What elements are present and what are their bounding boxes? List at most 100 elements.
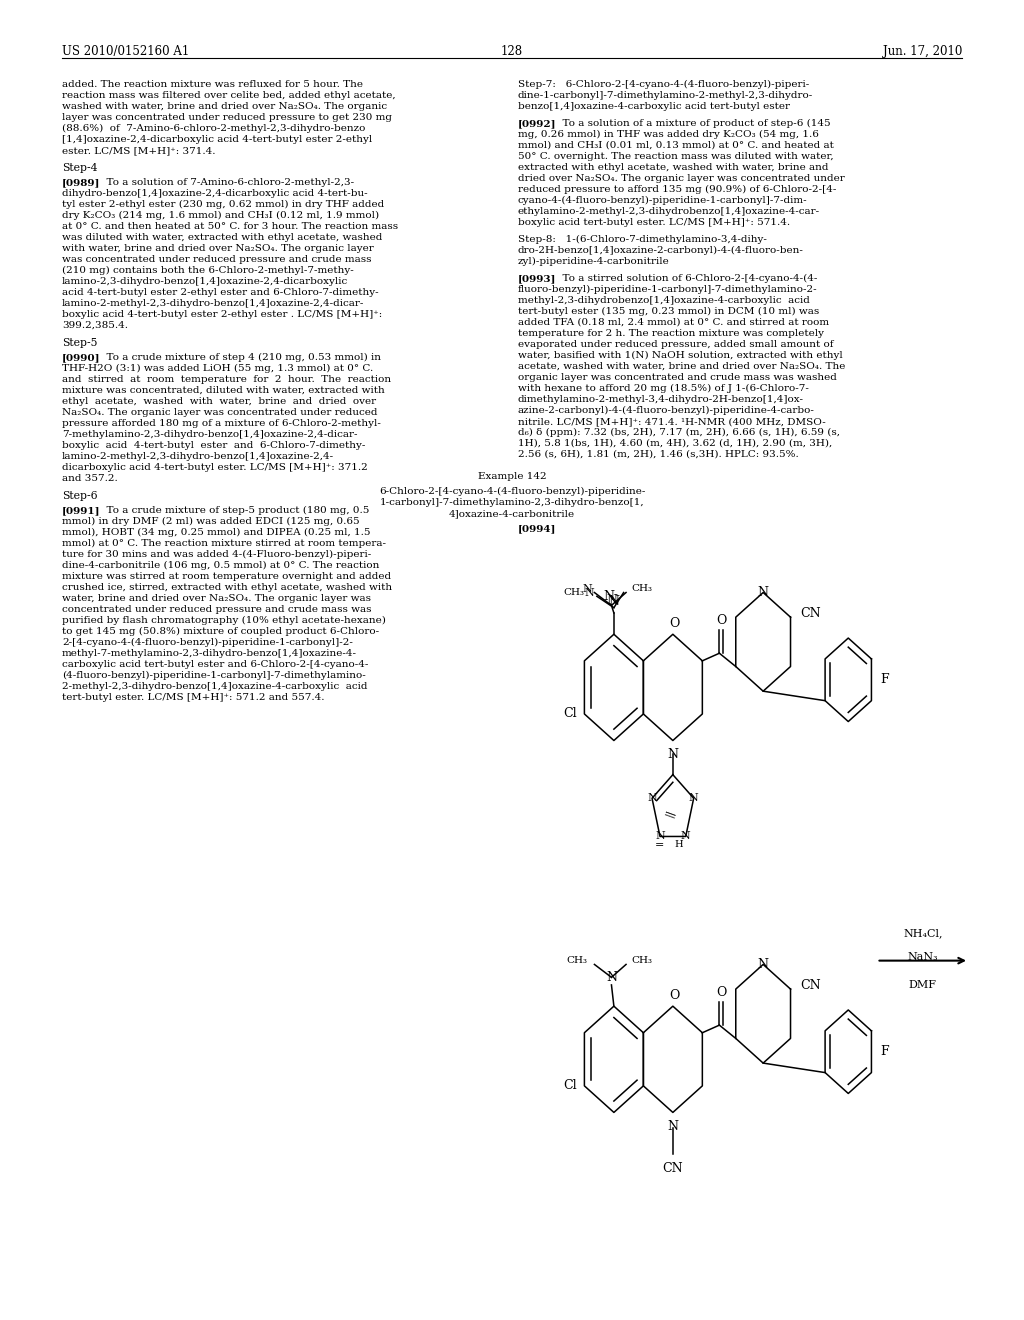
Text: F: F — [880, 673, 889, 686]
Text: purified by flash chromatography (10% ethyl acetate-hexane): purified by flash chromatography (10% et… — [62, 616, 386, 626]
Text: concentrated under reduced pressure and crude mass was: concentrated under reduced pressure and … — [62, 605, 372, 614]
Text: N: N — [655, 832, 665, 841]
Text: 128: 128 — [501, 45, 523, 58]
Text: ||: || — [665, 808, 677, 818]
Text: H: H — [674, 840, 683, 849]
Text: (4-fluoro-benzyl)-piperidine-1-carbonyl]-7-dimethylamino-: (4-fluoro-benzyl)-piperidine-1-carbonyl]… — [62, 671, 366, 680]
Text: To a solution of 7-Amino-6-chloro-2-methyl-2,3-: To a solution of 7-Amino-6-chloro-2-meth… — [100, 178, 354, 187]
Text: THF-H2O (3:1) was added LiOH (55 mg, 1.3 mmol) at 0° C.: THF-H2O (3:1) was added LiOH (55 mg, 1.3… — [62, 364, 374, 374]
Text: Cl: Cl — [563, 708, 578, 721]
Text: mmol), HOBT (34 mg, 0.25 mmol) and DIPEA (0.25 ml, 1.5: mmol), HOBT (34 mg, 0.25 mmol) and DIPEA… — [62, 528, 371, 537]
Text: mixture was concentrated, diluted with water, extracted with: mixture was concentrated, diluted with w… — [62, 385, 385, 395]
Text: To a stirred solution of 6-Chloro-2-[4-cyano-4-(4-: To a stirred solution of 6-Chloro-2-[4-c… — [556, 275, 817, 282]
Text: O: O — [716, 614, 726, 627]
Text: added. The reaction mixture was refluxed for 5 hour. The: added. The reaction mixture was refluxed… — [62, 81, 362, 88]
Text: N: N — [647, 793, 657, 804]
Text: dry K₂CO₃ (214 mg, 1.6 mmol) and CH₃I (0.12 ml, 1.9 mmol): dry K₂CO₃ (214 mg, 1.6 mmol) and CH₃I (0… — [62, 211, 379, 220]
Text: N: N — [585, 587, 595, 598]
Text: nitrile. LC/MS [M+H]⁺: 471.4. ¹H-NMR (400 MHz, DMSO-: nitrile. LC/MS [M+H]⁺: 471.4. ¹H-NMR (40… — [518, 417, 825, 426]
Text: CN: CN — [800, 979, 821, 991]
Text: carboxylic acid tert-butyl ester and 6-Chloro-2-[4-cyano-4-: carboxylic acid tert-butyl ester and 6-C… — [62, 660, 369, 669]
Text: Step-8:   1-(6-Chloro-7-dimethylamino-3,4-dihy-: Step-8: 1-(6-Chloro-7-dimethylamino-3,4-… — [518, 235, 767, 244]
Text: methyl-7-methylamino-2,3-dihydro-benzo[1,4]oxazine-4-: methyl-7-methylamino-2,3-dihydro-benzo[1… — [62, 649, 357, 657]
Text: To a crude mixture of step 4 (210 mg, 0.53 mmol) in: To a crude mixture of step 4 (210 mg, 0.… — [100, 352, 381, 362]
Text: zyl)-piperidine-4-carbonitrile: zyl)-piperidine-4-carbonitrile — [518, 257, 670, 267]
Text: Cl: Cl — [563, 1080, 578, 1093]
Text: CN: CN — [663, 1162, 683, 1175]
Text: CH₃: CH₃ — [631, 956, 652, 965]
Text: tyl ester 2-ethyl ester (230 mg, 0.62 mmol) in dry THF added: tyl ester 2-ethyl ester (230 mg, 0.62 mm… — [62, 201, 384, 209]
Text: Step-4: Step-4 — [62, 162, 97, 173]
Text: 1H), 5.8 1(bs, 1H), 4.60 (m, 4H), 3.62 (d, 1H), 2.90 (m, 3H),: 1H), 5.8 1(bs, 1H), 4.60 (m, 4H), 3.62 (… — [518, 440, 833, 447]
Text: ester. LC/MS [M+H]⁺: 371.4.: ester. LC/MS [M+H]⁺: 371.4. — [62, 147, 215, 154]
Text: dicarboxylic acid 4-tert-butyl ester. LC/MS [M+H]⁺: 371.2: dicarboxylic acid 4-tert-butyl ester. LC… — [62, 463, 368, 473]
Text: N: N — [668, 1119, 678, 1133]
Text: to get 145 mg (50.8%) mixture of coupled product 6-Chloro-: to get 145 mg (50.8%) mixture of coupled… — [62, 627, 379, 636]
Text: evaporated under reduced pressure, added small amount of: evaporated under reduced pressure, added… — [518, 341, 834, 348]
Text: lamino-2,3-dihydro-benzo[1,4]oxazine-2,4-dicarboxylic: lamino-2,3-dihydro-benzo[1,4]oxazine-2,4… — [62, 277, 348, 286]
Text: reduced pressure to afford 135 mg (90.9%) of 6-Chloro-2-[4-: reduced pressure to afford 135 mg (90.9%… — [518, 185, 837, 194]
Text: 1-carbonyl]-7-dimethylamino-2,3-dihydro-benzo[1,: 1-carbonyl]-7-dimethylamino-2,3-dihydro-… — [380, 498, 644, 507]
Text: =: = — [654, 840, 664, 850]
Text: [1,4]oxazine-2,4-dicarboxylic acid 4-tert-butyl ester 2-ethyl: [1,4]oxazine-2,4-dicarboxylic acid 4-ter… — [62, 135, 373, 144]
Text: water, basified with 1(N) NaOH solution, extracted with ethyl: water, basified with 1(N) NaOH solution,… — [518, 351, 843, 360]
Text: O: O — [669, 990, 680, 1002]
Text: [0989]: [0989] — [62, 178, 100, 187]
Text: US 2010/0152160 A1: US 2010/0152160 A1 — [62, 45, 189, 58]
Text: [0994]: [0994] — [518, 524, 556, 533]
Text: layer was concentrated under reduced pressure to get 230 mg: layer was concentrated under reduced pre… — [62, 114, 392, 121]
Text: temperature for 2 h. The reaction mixture was completely: temperature for 2 h. The reaction mixtur… — [518, 329, 824, 338]
Text: [0993]: [0993] — [518, 275, 556, 282]
Text: CH₃: CH₃ — [566, 956, 587, 965]
Text: DMF: DMF — [908, 979, 937, 990]
Text: mmol) and CH₃I (0.01 ml, 0.13 mmol) at 0° C. and heated at: mmol) and CH₃I (0.01 ml, 0.13 mmol) at 0… — [518, 141, 834, 150]
Text: Jun. 17, 2010: Jun. 17, 2010 — [883, 45, 962, 58]
Text: To a solution of a mixture of product of step-6 (145: To a solution of a mixture of product of… — [556, 119, 830, 128]
Text: 399.2,385.4.: 399.2,385.4. — [62, 321, 128, 330]
Text: organic layer was concentrated and crude mass was washed: organic layer was concentrated and crude… — [518, 374, 837, 381]
Text: benzo[1,4]oxazine-4-carboxylic acid tert-butyl ester: benzo[1,4]oxazine-4-carboxylic acid tert… — [518, 102, 790, 111]
Text: N: N — [583, 583, 592, 594]
Text: was diluted with water, extracted with ethyl acetate, washed: was diluted with water, extracted with e… — [62, 234, 382, 242]
Text: tert-butyl ester (135 mg, 0.23 mmol) in DCM (10 ml) was: tert-butyl ester (135 mg, 0.23 mmol) in … — [518, 308, 819, 315]
Text: crushed ice, stirred, extracted with ethyl acetate, washed with: crushed ice, stirred, extracted with eth… — [62, 583, 392, 591]
Text: N: N — [668, 748, 678, 762]
Text: with water, brine and dried over Na₂SO₄. The organic layer: with water, brine and dried over Na₂SO₄.… — [62, 244, 374, 253]
Text: N: N — [758, 958, 769, 972]
Text: with hexane to afford 20 mg (18.5%) of J 1-(6-Chloro-7-: with hexane to afford 20 mg (18.5%) of J… — [518, 384, 809, 393]
Text: boxylic acid 4-tert-butyl ester 2-ethyl ester . LC/MS [M+H]⁺:: boxylic acid 4-tert-butyl ester 2-ethyl … — [62, 310, 382, 319]
Text: d₆) δ (ppm): 7.32 (bs, 2H), 7.17 (m, 2H), 6.66 (s, 1H), 6.59 (s,: d₆) δ (ppm): 7.32 (bs, 2H), 7.17 (m, 2H)… — [518, 428, 840, 437]
Text: mmol) in dry DMF (2 ml) was added EDCI (125 mg, 0.65: mmol) in dry DMF (2 ml) was added EDCI (… — [62, 517, 359, 527]
Text: fluoro-benzyl)-piperidine-1-carbonyl]-7-dimethylamino-2-: fluoro-benzyl)-piperidine-1-carbonyl]-7-… — [518, 285, 817, 294]
Text: dine-4-carbonitrile (106 mg, 0.5 mmol) at 0° C. The reaction: dine-4-carbonitrile (106 mg, 0.5 mmol) a… — [62, 561, 379, 570]
Text: cyano-4-(4-fluoro-benzyl)-piperidine-1-carbonyl]-7-dim-: cyano-4-(4-fluoro-benzyl)-piperidine-1-c… — [518, 195, 808, 205]
Text: azine-2-carbonyl)-4-(4-fluoro-benzyl)-piperidine-4-carbo-: azine-2-carbonyl)-4-(4-fluoro-benzyl)-pi… — [518, 407, 815, 414]
Text: 50° C. overnight. The reaction mass was diluted with water,: 50° C. overnight. The reaction mass was … — [518, 152, 834, 161]
Text: Step-7:   6-Chloro-2-[4-cyano-4-(4-fluoro-benzyl)-piperi-: Step-7: 6-Chloro-2-[4-cyano-4-(4-fluoro-… — [518, 81, 809, 90]
Text: washed with water, brine and dried over Na₂SO₄. The organic: washed with water, brine and dried over … — [62, 102, 387, 111]
Text: pressure afforded 180 mg of a mixture of 6-Chloro-2-methyl-: pressure afforded 180 mg of a mixture of… — [62, 418, 381, 428]
Text: 7-methylamino-2,3-dihydro-benzo[1,4]oxazine-2,4-dicar-: 7-methylamino-2,3-dihydro-benzo[1,4]oxaz… — [62, 430, 357, 440]
Text: N: N — [608, 595, 620, 607]
Text: ethyl  acetate,  washed  with  water,  brine  and  dried  over: ethyl acetate, washed with water, brine … — [62, 397, 376, 407]
Text: CH₃: CH₃ — [563, 587, 585, 597]
Text: dro-2H-benzo[1,4]oxazine-2-carbonyl)-4-(4-fluoro-ben-: dro-2H-benzo[1,4]oxazine-2-carbonyl)-4-(… — [518, 246, 804, 255]
Text: tert-butyl ester. LC/MS [M+H]⁺: 571.2 and 557.4.: tert-butyl ester. LC/MS [M+H]⁺: 571.2 an… — [62, 693, 325, 702]
Text: extracted with ethyl acetate, washed with water, brine and: extracted with ethyl acetate, washed wit… — [518, 162, 828, 172]
Text: N: N — [689, 793, 698, 804]
Text: Example 142: Example 142 — [477, 473, 547, 480]
Text: Na₂SO₄. The organic layer was concentrated under reduced: Na₂SO₄. The organic layer was concentrat… — [62, 408, 378, 417]
Text: 6-Chloro-2-[4-cyano-4-(4-fluoro-benzyl)-piperidine-: 6-Chloro-2-[4-cyano-4-(4-fluoro-benzyl)-… — [379, 487, 645, 496]
Text: was concentrated under reduced pressure and crude mass: was concentrated under reduced pressure … — [62, 255, 372, 264]
Text: at 0° C. and then heated at 50° C. for 3 hour. The reaction mass: at 0° C. and then heated at 50° C. for 3… — [62, 222, 398, 231]
Text: [0992]: [0992] — [518, 119, 556, 128]
Text: boxylic acid tert-butyl ester. LC/MS [M+H]⁺: 571.4.: boxylic acid tert-butyl ester. LC/MS [M+… — [518, 218, 791, 227]
Text: (210 mg) contains both the 6-Chloro-2-methyl-7-methy-: (210 mg) contains both the 6-Chloro-2-me… — [62, 267, 353, 275]
Text: mmol) at 0° C. The reaction mixture stirred at room tempera-: mmol) at 0° C. The reaction mixture stir… — [62, 539, 386, 548]
Text: and 357.2.: and 357.2. — [62, 474, 118, 483]
Text: (88.6%)  of  7-Amino-6-chloro-2-methyl-2,3-dihydro-benzo: (88.6%) of 7-Amino-6-chloro-2-methyl-2,3… — [62, 124, 366, 133]
Text: [0990]: [0990] — [62, 352, 100, 362]
Text: O: O — [716, 986, 726, 998]
Text: Step-6: Step-6 — [62, 491, 97, 502]
Text: F: F — [880, 1045, 889, 1059]
